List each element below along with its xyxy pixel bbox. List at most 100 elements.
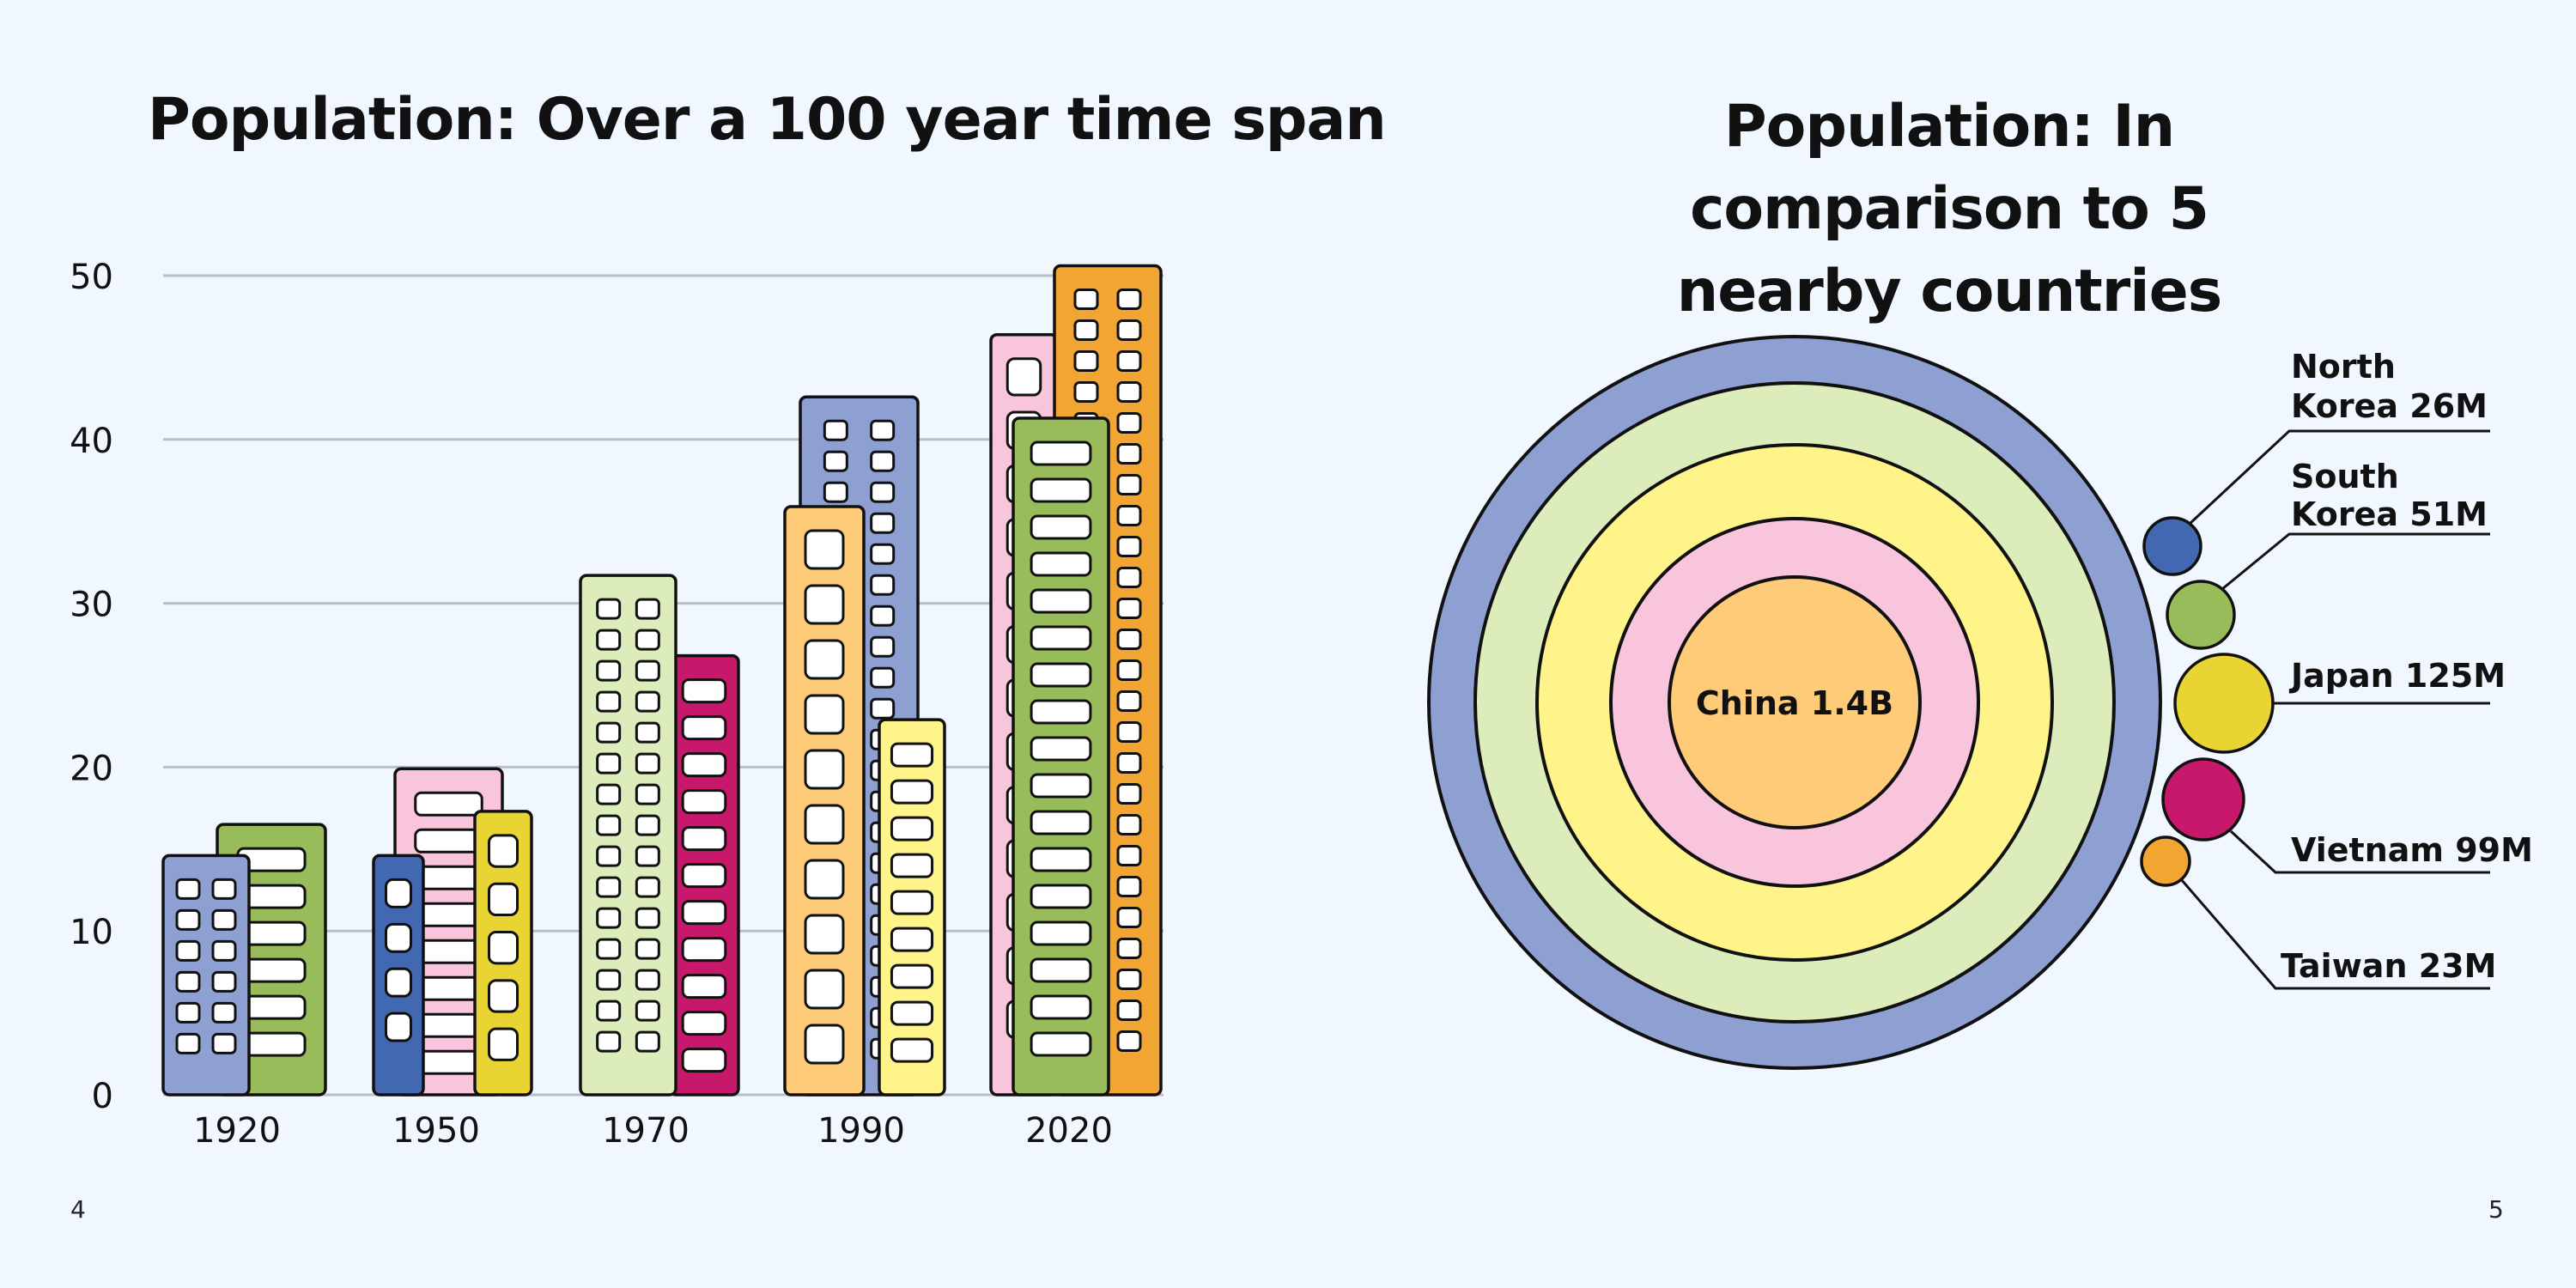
building-window [1030,477,1092,503]
building-window [804,584,845,625]
building-window [681,1048,727,1073]
building-window [681,678,727,704]
building-window [1030,440,1092,466]
comparison-title-line-1: Population: In comparison to 5 [1690,93,2209,243]
building-window [1030,514,1092,540]
building-window [890,853,934,878]
building-window [1116,783,1142,805]
building-window [1073,381,1099,404]
building-window [1030,699,1092,725]
china-ring [1668,575,1922,829]
building-window [1030,773,1092,799]
building-window [1116,289,1142,311]
bar [668,653,740,1097]
building-window [681,974,727,999]
building-window [596,907,622,929]
building-window [823,450,848,472]
building-window [681,900,727,926]
building-window [596,721,622,744]
building-window [635,814,660,836]
building-window [488,1027,519,1061]
building-window [823,481,848,503]
building-window [1116,814,1142,836]
building-window [596,876,622,898]
x-tick-label: 2020 [1025,1111,1113,1151]
building-window [804,1024,845,1065]
building-window [1116,659,1142,682]
building-window [635,938,660,960]
country-circle [2140,835,2191,887]
bar [783,505,866,1097]
y-tick-label: 10 [70,913,113,952]
building-window [681,937,727,963]
building-window [681,863,727,889]
building-window [870,605,896,627]
building-window [1030,662,1092,688]
building-window [596,969,622,991]
bar-group-1970 [579,574,740,1097]
y-tick-label: 30 [70,586,113,625]
building-window [804,804,845,845]
building-window [804,969,845,1010]
y-tick-label: 40 [70,422,113,461]
country-label: South [2291,458,2399,495]
building-window [385,922,412,953]
building-window [1116,690,1142,713]
building-window [175,1032,201,1054]
building-window [1116,443,1142,465]
building-window [596,999,622,1022]
building-window [635,721,660,744]
building-window [890,742,934,768]
building-window [681,715,727,741]
building-window [823,419,848,441]
building-window [1005,357,1042,397]
building-window [1116,505,1142,527]
building-window [211,939,237,962]
y-tick-label: 20 [70,749,113,788]
country-circle [2142,516,2202,576]
building-window [1116,721,1142,744]
building-window [1073,319,1099,342]
building-window [1073,350,1099,373]
building-window [681,1011,727,1036]
country-circle [2166,580,2236,650]
building-window [596,845,622,867]
building-window [635,907,660,929]
building-window [1116,1030,1142,1053]
building-window [635,999,660,1022]
building-window [1116,474,1142,496]
building-window [1116,567,1142,589]
x-tick-label: 1950 [392,1111,480,1151]
building-window [1030,847,1092,872]
bar-group-1990 [783,395,946,1097]
building-window [1030,736,1092,762]
leader-line [2188,429,2490,526]
building-window [385,1012,412,1042]
comparison-title-line-2: nearby countries [1676,258,2222,325]
building-window [890,779,934,805]
building-window [1030,1031,1092,1057]
center-label: China 1.4B [1696,684,1893,722]
building-window [211,878,237,900]
building-window [596,752,622,775]
bar-group-1920 [161,823,327,1097]
leader-line [2221,532,2490,591]
building-window [596,629,622,651]
building-window [414,791,483,817]
bar [1012,416,1110,1097]
building-window [1030,920,1092,946]
building-window [1116,969,1142,991]
building-window [1116,381,1142,404]
building-window [1116,598,1142,620]
building-window [804,859,845,900]
y-tick-label: 50 [70,258,113,297]
building-window [804,639,845,680]
building-window [1116,752,1142,775]
building-window [1030,625,1092,651]
building-window [635,598,660,620]
building-window [385,878,412,908]
building-window [1116,907,1142,929]
building-window [890,1000,934,1026]
building-window [870,450,896,472]
